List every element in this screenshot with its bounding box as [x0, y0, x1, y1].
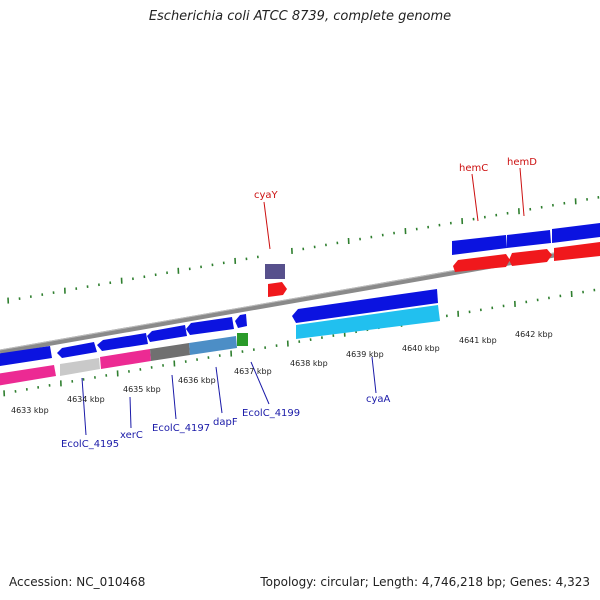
reverse-gene-track-left — [0, 333, 248, 386]
gene-forward-right[interactable] — [552, 223, 600, 243]
gene-EcolC_4199[interactable] — [235, 314, 247, 328]
gene-label-EcolC_4195: EcolC_4195 — [61, 439, 119, 450]
gene-label-xerC: xerC — [120, 430, 143, 441]
gene-hemC-forward[interactable] — [452, 235, 507, 255]
gene-dapF[interactable] — [186, 317, 234, 335]
gene-cyaY-arrow[interactable] — [268, 282, 287, 297]
gene-label-EcolC_4199: EcolC_4199 — [242, 408, 300, 419]
gene-reverse-right[interactable] — [554, 242, 600, 261]
topology-text: Topology: circular; Length: 4,746,218 bp… — [260, 575, 590, 589]
gene-block-grey[interactable] — [60, 358, 100, 376]
forward-gene-track-left — [0, 314, 247, 366]
kbp-label: 4642 kbp — [515, 330, 553, 339]
gene-cyaA-reverse[interactable] — [296, 305, 440, 339]
accession-text: Accession: NC_010468 — [9, 575, 146, 589]
gene-block-pink-2[interactable] — [100, 349, 151, 369]
gene-label-cyaA: cyaA — [366, 394, 391, 405]
gene-hemD-forward[interactable] — [507, 230, 551, 248]
kbp-label: 4634 kbp — [67, 395, 105, 404]
upper-tick-track — [7, 196, 600, 304]
gene-block-darkgrey[interactable] — [150, 343, 190, 361]
gene-block-pink[interactable] — [0, 365, 56, 386]
gene-EcolC_4197[interactable] — [147, 325, 187, 342]
gene-xerC[interactable] — [97, 333, 148, 351]
kbp-label: 4635 kbp — [123, 385, 161, 394]
gene-hemD-reverse[interactable] — [509, 249, 552, 266]
gene-label-hemD: hemD — [507, 157, 537, 168]
gene-hemC-reverse[interactable] — [453, 254, 510, 272]
gene-cyaA[interactable] — [292, 289, 438, 323]
map-title: Escherichia coli ATCC 8739, complete gen… — [148, 9, 452, 24]
gene-block[interactable] — [0, 346, 52, 366]
gene-label-hemC: hemC — [459, 163, 488, 174]
gene-block-steel[interactable] — [189, 336, 237, 355]
kbp-scale-labels: 4633 kbp 4634 kbp 4635 kbp 4636 kbp 4637… — [11, 330, 553, 415]
kbp-label: 4637 kbp — [234, 367, 272, 376]
gene-label-EcolC_4197: EcolC_4197 — [152, 423, 210, 434]
kbp-label: 4640 kbp — [402, 344, 440, 353]
label-leaders — [81, 167, 525, 436]
kbp-label: 4633 kbp — [11, 406, 49, 415]
kbp-label: 4636 kbp — [178, 376, 216, 385]
gene-label-dapF: dapF — [213, 417, 238, 428]
gene-EcolC_4195[interactable] — [57, 342, 97, 358]
kbp-label: 4639 kbp — [346, 350, 384, 359]
gene-cyaY-box[interactable] — [265, 264, 285, 279]
kbp-label: 4641 kbp — [459, 336, 497, 345]
kbp-label: 4638 kbp — [290, 359, 328, 368]
gene-label-cyaY: cyaY — [254, 190, 279, 201]
gene-block-green[interactable] — [237, 333, 248, 346]
